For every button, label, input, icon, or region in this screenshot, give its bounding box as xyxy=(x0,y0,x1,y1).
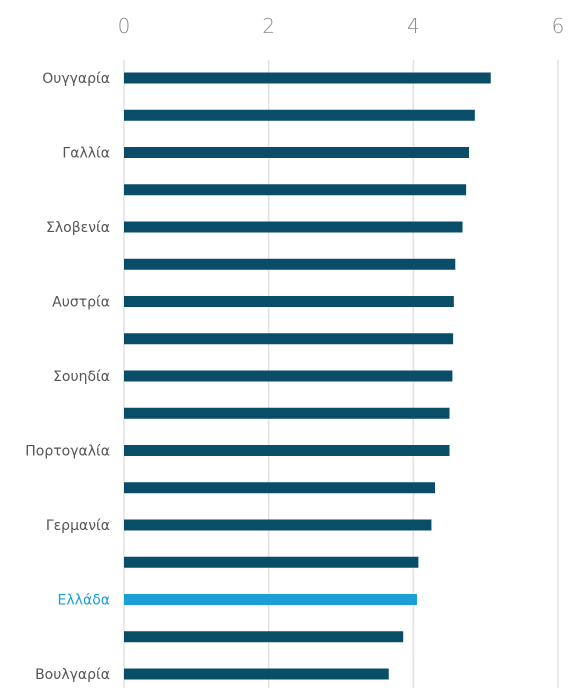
x-tick-label: 4 xyxy=(407,14,420,38)
bar xyxy=(124,370,453,382)
bar xyxy=(124,594,417,605)
bar xyxy=(124,668,389,680)
category-label: Ουγγαρία xyxy=(42,71,110,87)
bar xyxy=(124,631,404,643)
bar xyxy=(124,221,463,233)
category-label: Γερμανία xyxy=(46,518,110,534)
bar xyxy=(124,445,450,456)
category-labels: Ουγγαρία Γαλλία Σλοβενία Αυστρία Σουηδία Πορτ… xyxy=(25,71,110,683)
category-label: Ελλάδα xyxy=(58,593,110,609)
bar xyxy=(124,184,467,196)
bar xyxy=(124,407,450,419)
category-label: Σουηδία xyxy=(53,369,110,385)
bar xyxy=(124,333,454,345)
category-label: Βουλγαρία xyxy=(35,667,110,683)
category-label: Γαλλία xyxy=(62,146,110,162)
x-axis-ticks: 0 2 4 6 xyxy=(118,14,565,38)
bars xyxy=(124,72,491,680)
category-label: Πορτογαλία xyxy=(25,444,110,460)
bar xyxy=(124,109,475,121)
category-label: Σλοβενία xyxy=(46,220,110,236)
bar xyxy=(124,147,470,158)
bar xyxy=(124,519,432,531)
bar xyxy=(124,482,436,494)
bar xyxy=(124,72,491,84)
bar xyxy=(124,296,454,307)
bar xyxy=(124,556,419,568)
bar xyxy=(124,258,456,270)
category-label: Αυστρία xyxy=(52,295,110,311)
x-tick-label: 6 xyxy=(552,14,565,38)
x-tick-label: 2 xyxy=(262,14,275,38)
x-tick-label: 0 xyxy=(118,14,131,38)
